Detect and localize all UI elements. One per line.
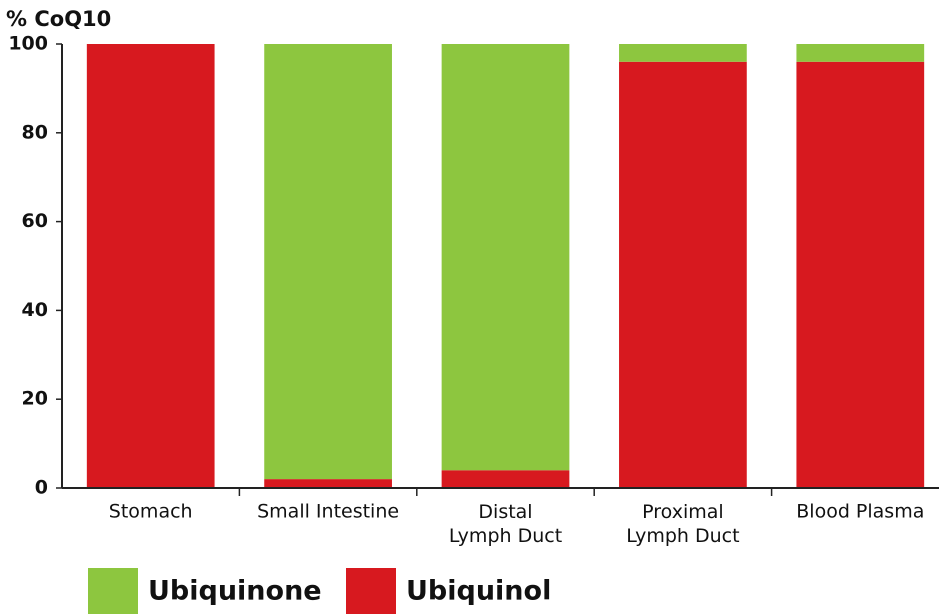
y-tick-label: 40 [22, 299, 48, 321]
legend-label: Ubiquinol [406, 576, 551, 607]
y-tick-label: 20 [22, 388, 48, 410]
x-tick-label: Proximal Lymph Duct [626, 501, 739, 547]
x-tick-label: Stomach [109, 501, 193, 523]
bar-segment [441, 44, 570, 471]
bar-segment [86, 44, 215, 488]
x-tick-label: Distal Lymph Duct [449, 501, 562, 547]
bar-segment [619, 61, 747, 488]
chart-title: % CoQ10 [6, 7, 111, 31]
bar-segment [619, 44, 747, 62]
y-tick-label: 60 [22, 210, 48, 232]
legend-label: Ubiquinone [148, 576, 322, 607]
bar-segment [264, 479, 392, 488]
x-tick-label: Blood Plasma [796, 501, 924, 523]
y-tick-label: 0 [35, 477, 48, 499]
bar-segment [796, 61, 925, 488]
y-tick-label: 80 [22, 121, 48, 143]
legend-swatch [88, 568, 138, 614]
bar-segment [796, 44, 925, 62]
bar-segment [441, 470, 570, 488]
legend-swatch [346, 568, 396, 614]
y-tick-label: 100 [8, 33, 48, 55]
x-tick-label: Small Intestine [257, 501, 399, 523]
bar-segment [264, 44, 392, 480]
